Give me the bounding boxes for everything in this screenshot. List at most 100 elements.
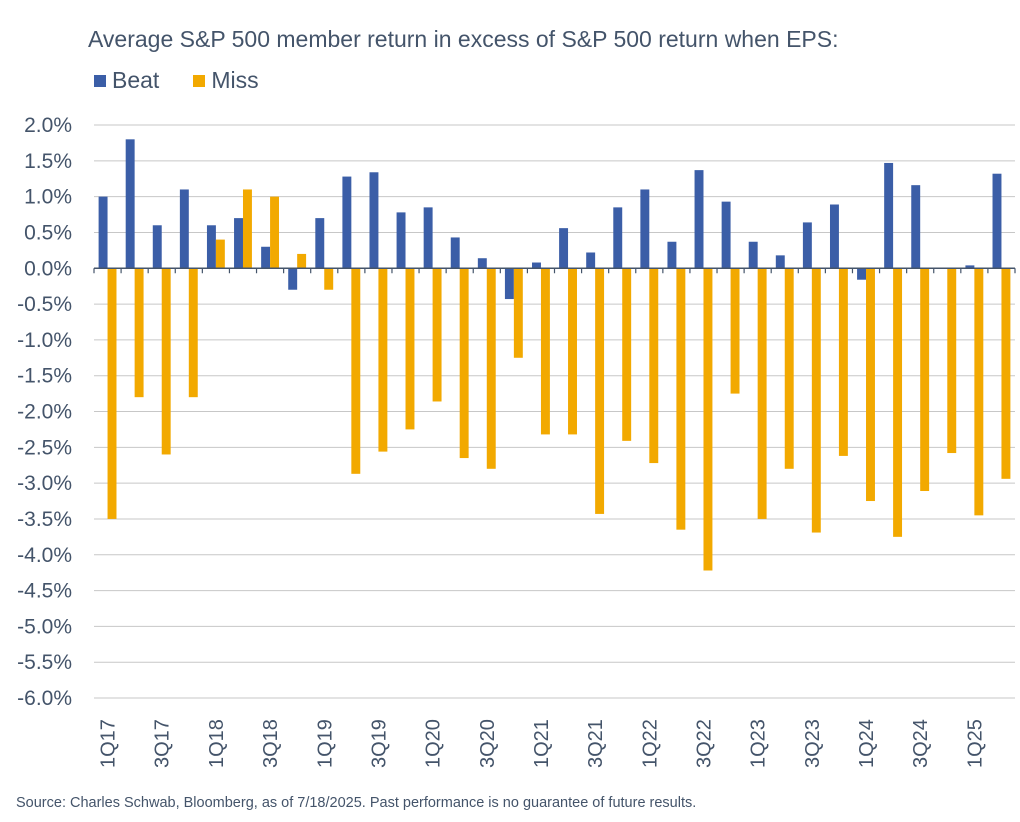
y-tick-label: 0.0% [24,257,72,280]
x-tick-label: 1Q20 [423,719,445,768]
bar-miss-1q19 [324,268,334,290]
bar-beat-2q20 [450,237,460,269]
bar-miss-3q21 [595,268,605,514]
bar-miss-2q24 [893,268,903,537]
bar-beat-1q25 [965,265,975,269]
x-tick-label: 3Q17 [152,719,174,768]
bar-miss-2q22 [676,268,686,530]
y-tick-label: 0.5% [24,221,72,244]
bar-beat-3q17 [152,225,162,269]
x-tick-label: 1Q24 [856,719,878,768]
bar-miss-2q20 [459,268,469,459]
bar-beat-2q23 [775,255,785,269]
bar-beat-1q18 [206,225,216,269]
bar-beat-1q21 [532,262,541,269]
bar-miss-2q17 [134,268,144,398]
bar-miss-3q20 [486,268,496,469]
x-tick-label: 3Q19 [368,719,390,768]
bar-miss-2q23 [784,268,794,469]
bar-beat-1q22 [640,189,650,269]
x-tick-label: 3Q23 [802,719,824,768]
bar-miss-3q18 [270,196,280,269]
bar-miss-1q17 [107,268,117,519]
bar-beat-3q19 [369,172,379,269]
bar-beat-4q19 [396,212,406,269]
legend-item-beat: Beat [94,67,159,94]
bar-miss-1q18 [215,239,225,269]
bar-miss-1q21 [540,268,550,435]
bar-beat-4q23 [829,204,839,269]
y-tick-label: -2.5% [17,436,72,459]
bar-beat-2q22 [667,241,677,269]
y-tick-label: 1.0% [24,186,72,209]
y-tick-label: -3.5% [17,508,72,531]
y-tick-label: -5.5% [17,651,72,674]
bar-miss-4q24 [947,268,957,454]
x-tick-label: 1Q22 [639,719,661,768]
bar-miss-3q23 [811,268,821,533]
bar-miss-1q22 [649,268,659,464]
bar-beat-4q20 [504,268,514,300]
bar-beat-2q25 [992,173,1002,269]
bar-beat-1q19 [315,218,325,269]
bar-miss-4q21 [622,268,632,441]
bar-miss-3q24 [920,268,930,492]
x-tick-label: 1Q17 [98,719,120,768]
x-tick-label: 1Q23 [748,719,770,768]
bar-beat-3q18 [261,246,271,269]
bar-miss-2q18 [242,189,252,269]
legend-swatch-miss [193,74,206,87]
legend-label-miss: Miss [211,67,259,93]
bar-beat-4q18 [288,268,298,290]
bar-miss-1q24 [866,268,875,502]
bar-beat-2q19 [342,176,352,269]
bar-beat-3q20 [477,258,487,269]
bar-miss-4q22 [730,268,740,394]
bar-beat-1q24 [857,268,867,280]
bar-miss-4q20 [513,268,523,358]
y-tick-label: 2.0% [24,114,72,137]
y-tick-label: -5.0% [17,615,72,638]
bar-miss-1q25 [974,268,984,516]
bar-beat-1q23 [748,241,758,269]
bar-miss-4q17 [188,268,198,398]
source-note: Source: Charles Schwab, Bloomberg, as of… [16,795,697,811]
x-tick-label: 1Q18 [206,719,228,768]
bar-miss-2q21 [568,268,577,435]
bar-beat-2q18 [234,218,243,269]
y-tick-label: -0.5% [17,293,72,316]
bar-miss-2q19 [351,268,361,474]
legend-swatch-beat [94,74,106,87]
y-tick-label: -2.0% [17,401,72,424]
x-tick-label: 3Q22 [693,719,715,768]
y-tick-label: -6.0% [17,687,72,710]
legend: Beat Miss [94,67,293,94]
legend-item-miss: Miss [193,67,259,94]
x-tick-label: 1Q19 [314,719,336,768]
y-tick-label: -4.0% [17,544,72,567]
bar-beat-3q23 [802,222,812,269]
legend-label-beat: Beat [112,67,160,93]
bar-miss-3q19 [378,268,388,452]
y-tick-label: -4.5% [17,580,72,603]
bar-beat-3q24 [911,185,921,269]
bar-beat-2q21 [559,228,569,269]
x-tick-label: 3Q24 [910,719,932,768]
y-tick-label: 1.5% [24,150,72,173]
bar-beat-2q24 [884,162,894,269]
bar-beat-1q17 [98,196,108,269]
bar-miss-3q22 [703,268,713,571]
bar-beat-3q22 [694,170,704,269]
bar-beat-1q20 [423,207,433,269]
x-tick-label: 3Q21 [585,719,607,768]
x-tick-label: 1Q25 [964,719,986,768]
bar-miss-4q18 [297,253,307,269]
bar-miss-3q17 [161,268,171,455]
bar-miss-4q19 [405,268,415,430]
bar-beat-4q17 [179,189,189,269]
x-tick-label: 1Q21 [531,719,553,768]
x-tick-label: 3Q18 [260,719,282,768]
x-tick-label: 3Q20 [477,719,499,768]
bar-beat-4q22 [721,201,731,269]
